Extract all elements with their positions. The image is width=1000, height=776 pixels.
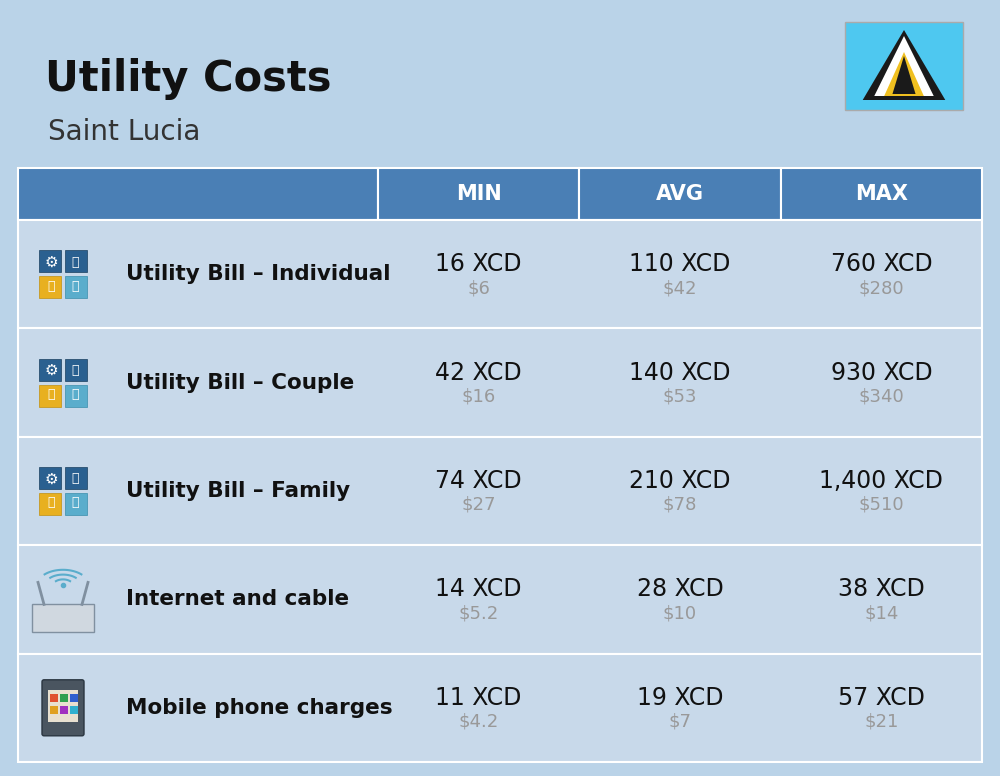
Text: ⚙: ⚙ xyxy=(44,255,58,270)
Bar xyxy=(781,168,982,220)
Text: Internet and cable: Internet and cable xyxy=(126,590,349,609)
Bar xyxy=(39,276,61,298)
Text: 1,400 XCD: 1,400 XCD xyxy=(819,469,943,493)
Bar xyxy=(50,706,58,714)
Bar xyxy=(50,694,58,702)
Text: 💧: 💧 xyxy=(71,279,79,293)
Text: Utility Bill – Individual: Utility Bill – Individual xyxy=(126,264,390,284)
Text: AVG: AVG xyxy=(656,184,704,204)
Bar xyxy=(18,546,982,653)
Bar xyxy=(65,467,87,489)
Text: 57 XCD: 57 XCD xyxy=(838,686,925,710)
Text: $4.2: $4.2 xyxy=(459,713,499,731)
Polygon shape xyxy=(892,56,916,94)
Bar xyxy=(378,168,579,220)
Text: 38 XCD: 38 XCD xyxy=(838,577,925,601)
Text: $340: $340 xyxy=(858,387,904,406)
Polygon shape xyxy=(874,36,934,96)
Text: 140 XCD: 140 XCD xyxy=(629,361,731,385)
Bar xyxy=(65,359,87,380)
Text: MAX: MAX xyxy=(855,184,908,204)
Bar xyxy=(65,385,87,407)
Polygon shape xyxy=(884,52,924,96)
Text: 11 XCD: 11 XCD xyxy=(435,686,522,710)
Text: ⚙: ⚙ xyxy=(44,363,58,378)
Text: 💧: 💧 xyxy=(71,497,79,510)
Text: Utility Bill – Family: Utility Bill – Family xyxy=(126,481,350,501)
Text: 🔌: 🔌 xyxy=(47,497,55,510)
Text: 210 XCD: 210 XCD xyxy=(629,469,731,493)
Text: 👤: 👤 xyxy=(71,256,79,268)
Text: MIN: MIN xyxy=(456,184,502,204)
FancyBboxPatch shape xyxy=(42,680,84,736)
Bar xyxy=(18,437,982,546)
Bar xyxy=(845,22,963,110)
Text: 👤: 👤 xyxy=(71,473,79,486)
Text: 930 XCD: 930 XCD xyxy=(831,361,932,385)
Text: 🔌: 🔌 xyxy=(47,388,55,401)
Text: ⚙: ⚙ xyxy=(44,472,58,487)
Text: $7: $7 xyxy=(668,713,692,731)
Text: $53: $53 xyxy=(663,387,697,406)
Bar xyxy=(39,467,61,489)
Polygon shape xyxy=(863,30,945,100)
Bar xyxy=(18,328,982,437)
Text: 14 XCD: 14 XCD xyxy=(435,577,522,601)
Bar xyxy=(18,653,982,762)
Text: 42 XCD: 42 XCD xyxy=(435,361,522,385)
Text: 110 XCD: 110 XCD xyxy=(629,252,731,276)
Text: Utility Bill – Couple: Utility Bill – Couple xyxy=(126,372,354,393)
Text: Utility Costs: Utility Costs xyxy=(45,58,332,100)
Bar xyxy=(60,706,68,714)
Text: $10: $10 xyxy=(663,605,697,622)
Bar xyxy=(39,493,61,515)
Text: $42: $42 xyxy=(663,279,697,297)
Bar xyxy=(32,605,94,632)
Bar xyxy=(39,250,61,272)
Text: 28 XCD: 28 XCD xyxy=(637,577,723,601)
Text: 760 XCD: 760 XCD xyxy=(831,252,932,276)
Text: 🔌: 🔌 xyxy=(47,279,55,293)
Text: $14: $14 xyxy=(864,605,899,622)
Text: 16 XCD: 16 XCD xyxy=(435,252,522,276)
Text: $510: $510 xyxy=(859,496,904,514)
Bar xyxy=(65,493,87,515)
Text: 19 XCD: 19 XCD xyxy=(637,686,723,710)
Bar xyxy=(60,694,68,702)
Text: 💧: 💧 xyxy=(71,388,79,401)
Bar xyxy=(48,690,78,722)
Bar xyxy=(70,706,78,714)
Text: $5.2: $5.2 xyxy=(459,605,499,622)
Text: $21: $21 xyxy=(864,713,899,731)
Bar xyxy=(579,168,781,220)
Text: $27: $27 xyxy=(461,496,496,514)
Text: $78: $78 xyxy=(663,496,697,514)
Text: 74 XCD: 74 XCD xyxy=(435,469,522,493)
Text: $6: $6 xyxy=(467,279,490,297)
Text: Saint Lucia: Saint Lucia xyxy=(48,118,200,146)
Bar xyxy=(70,694,78,702)
Bar xyxy=(18,220,982,328)
Bar xyxy=(39,385,61,407)
Text: $16: $16 xyxy=(462,387,496,406)
Bar xyxy=(39,359,61,380)
Text: 👤: 👤 xyxy=(71,364,79,377)
Text: Mobile phone charges: Mobile phone charges xyxy=(126,698,393,718)
Bar xyxy=(65,276,87,298)
Text: $280: $280 xyxy=(859,279,904,297)
Bar xyxy=(65,250,87,272)
Bar xyxy=(18,168,378,220)
